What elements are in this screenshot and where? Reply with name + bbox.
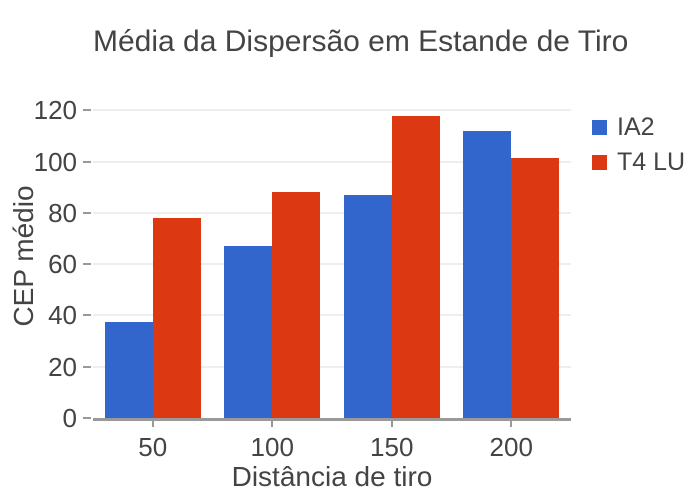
y-tick-mark-0: [83, 417, 91, 419]
gridline-20: [93, 365, 571, 368]
y-tick-label-100: 100: [33, 146, 77, 177]
legend-label-ia2: IA2: [617, 113, 655, 141]
bar-ia2-200[interactable]: [463, 130, 512, 418]
x-tick-mark-150: [390, 420, 393, 427]
chart-title: Média da Dispersão em Estande de Tiro: [93, 25, 629, 58]
y-tick-mark-40: [83, 314, 91, 317]
legend: IA2 T4 LU: [592, 110, 685, 180]
y-tick-mark-100: [83, 160, 91, 163]
gridline-120: [93, 109, 571, 112]
y-tick-label-40: 40: [48, 300, 77, 331]
y-tick-label-0: 0: [62, 403, 77, 433]
legend-swatch-t4lu-icon: [592, 155, 607, 170]
y-tick-mark-60: [83, 263, 91, 266]
gridline-80: [93, 211, 571, 214]
legend-item-ia2[interactable]: IA2: [592, 110, 685, 145]
legend-swatch-ia2-icon: [592, 120, 607, 135]
y-tick-label-120: 120: [33, 95, 77, 126]
bar-t4lu-100[interactable]: [272, 192, 321, 418]
gridline-60: [93, 263, 571, 266]
y-tick-label-20: 20: [48, 351, 77, 382]
y-tick-label-60: 60: [48, 249, 77, 280]
x-axis-title: Distância de tiro: [231, 461, 433, 492]
y-tick-label-80: 80: [48, 197, 77, 228]
x-tick-mark-100: [271, 420, 274, 427]
bar-ia2-50[interactable]: [104, 321, 153, 418]
plot-area: [93, 95, 571, 421]
bar-t4lu-150[interactable]: [391, 115, 440, 418]
y-tick-mark-120: [83, 109, 91, 112]
bar-t4lu-200[interactable]: [511, 157, 560, 418]
bar-ia2-100[interactable]: [224, 246, 273, 418]
x-tick-mark-50: [151, 420, 154, 427]
y-tick-mark-20: [83, 365, 91, 368]
y-tick-mark-80: [83, 211, 91, 214]
x-tick-mark-200: [510, 420, 513, 427]
legend-item-t4lu[interactable]: T4 LU: [592, 145, 685, 180]
x-axis-line: [93, 418, 571, 421]
x-tick-label-200: 200: [489, 432, 533, 462]
gridline-40: [93, 314, 571, 317]
bar-t4lu-50[interactable]: [152, 218, 201, 418]
x-tick-label-100: 100: [250, 432, 294, 462]
legend-label-t4lu: T4 LU: [617, 148, 686, 176]
x-tick-label-150: 150: [370, 432, 414, 462]
x-tick-label-50: 50: [138, 432, 168, 462]
gridline-100: [93, 160, 571, 163]
bar-ia2-150[interactable]: [343, 194, 392, 418]
